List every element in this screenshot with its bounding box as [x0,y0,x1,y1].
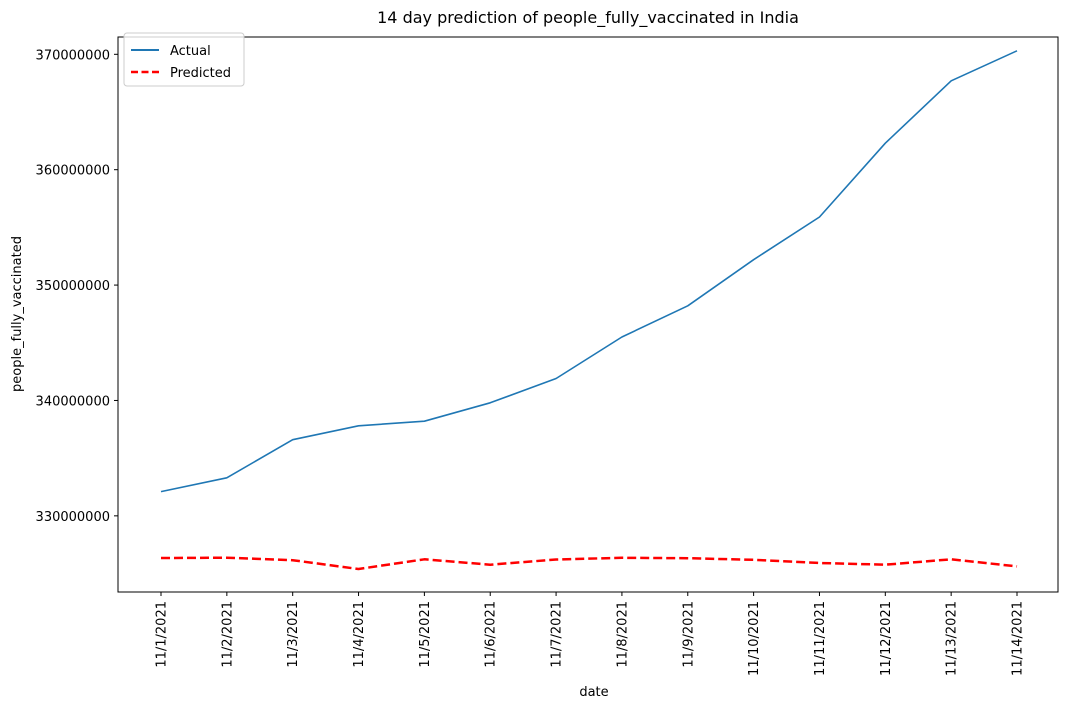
x-tick-label: 11/12/2021 [879,601,894,676]
y-tick-label: 330000000 [36,510,110,525]
x-tick-label: 11/6/2021 [484,601,499,668]
legend: Actual Predicted [123,32,245,87]
x-tick-label: 11/4/2021 [352,601,367,668]
y-axis-label: people_fully_vaccinated [10,236,25,392]
x-tick-label: 11/11/2021 [813,601,828,676]
x-tick-label: 11/1/2021 [155,601,170,668]
plot-frame [117,36,1059,593]
y-axis: 330000000 340000000 350000000 360000000 3700… [36,48,118,525]
legend-label-actual: Actual [170,44,211,59]
x-axis-label: date [579,685,608,700]
y-tick-label: 350000000 [36,279,110,294]
x-tick-label: 11/3/2021 [286,601,301,668]
x-tick-label: 11/8/2021 [615,601,630,668]
x-tick-label: 11/7/2021 [550,601,565,668]
x-tick-label: 11/13/2021 [945,601,960,676]
x-tick-label: 11/9/2021 [681,601,696,668]
x-axis: 11/1/2021 11/2/2021 11/3/2021 11/4/2021 11/5… [155,592,1026,676]
x-tick-label: 11/5/2021 [418,601,433,668]
series-line-predicted [160,556,1018,571]
y-tick-label: 360000000 [36,164,110,179]
x-tick-label: 11/2/2021 [220,601,235,668]
y-tick-label: 340000000 [36,394,110,409]
y-tick-label: 370000000 [36,48,110,63]
series-layer [160,50,1018,571]
chart-title: 14 day prediction of people_fully_vaccin… [377,8,799,28]
x-tick-label: 11/10/2021 [747,601,762,676]
x-tick-label: 11/14/2021 [1011,601,1026,676]
legend-label-predicted: Predicted [170,66,231,81]
plot-area: 330000000 340000000 350000000 360000000 3700… [36,36,1059,676]
series-line-actual [160,50,1018,493]
